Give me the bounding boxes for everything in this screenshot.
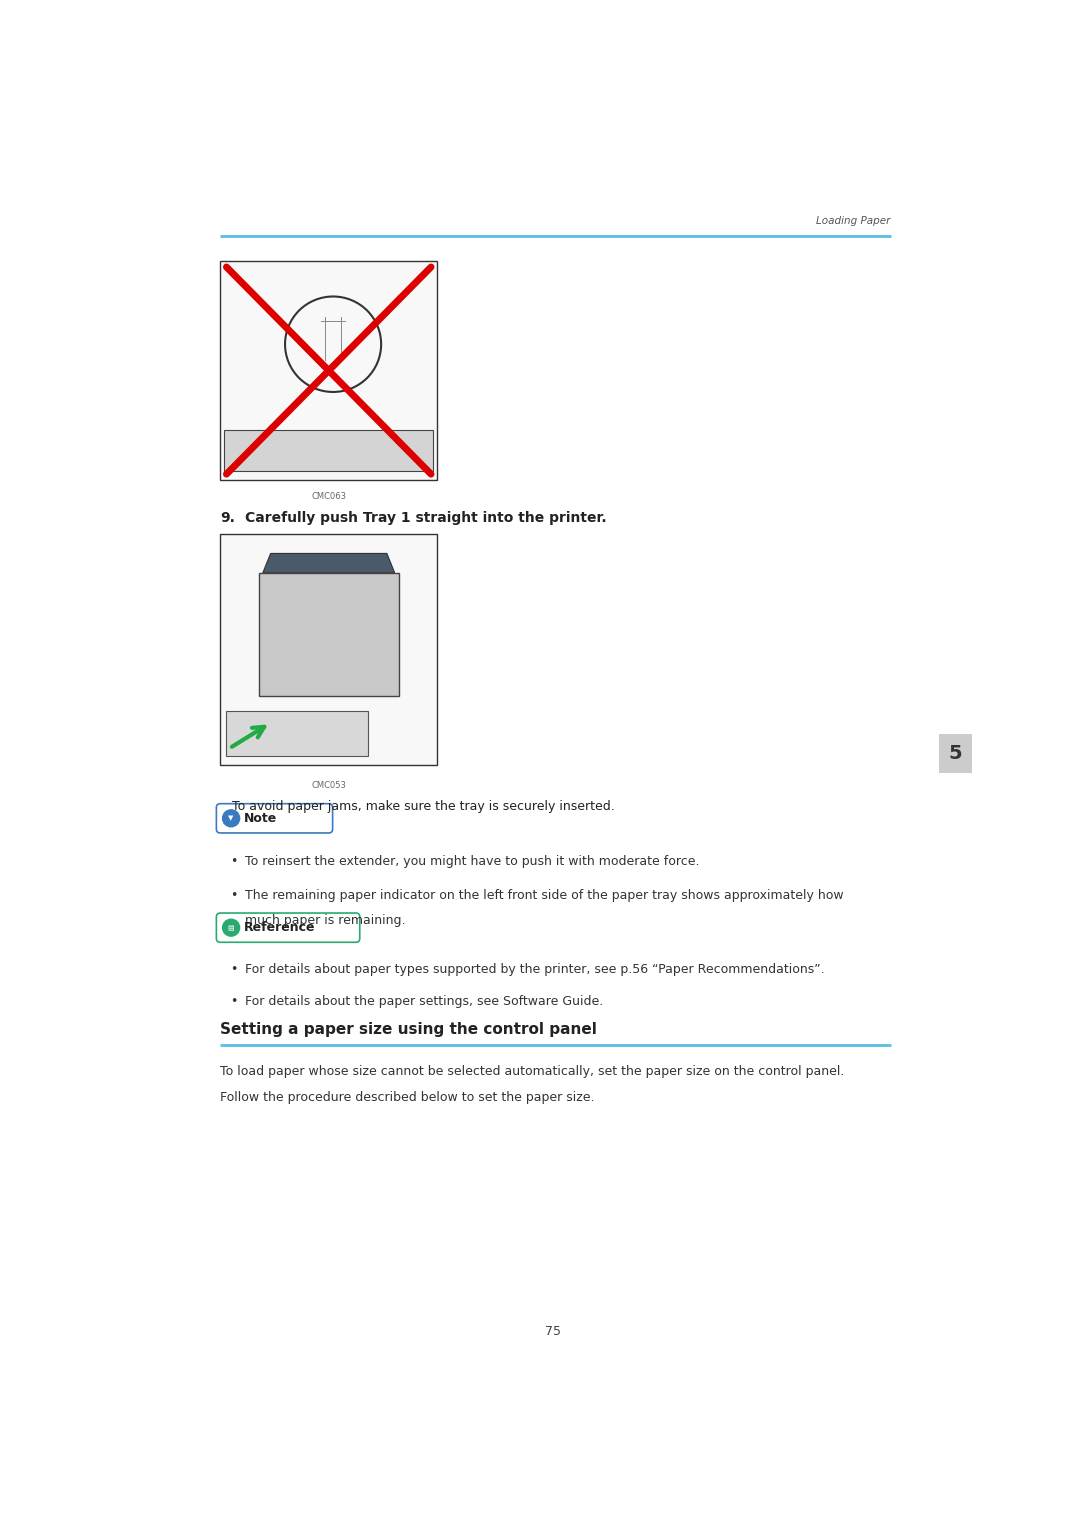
Text: ▼: ▼ bbox=[228, 815, 233, 821]
FancyBboxPatch shape bbox=[940, 734, 972, 772]
Text: To load paper whose size cannot be selected automatically, set the paper size on: To load paper whose size cannot be selec… bbox=[220, 1065, 845, 1079]
Text: For details about the paper settings, see Software Guide.: For details about the paper settings, se… bbox=[245, 996, 604, 1008]
Text: Carefully push Tray 1 straight into the printer.: Carefully push Tray 1 straight into the … bbox=[245, 512, 607, 525]
Circle shape bbox=[222, 810, 240, 827]
Text: •: • bbox=[230, 996, 238, 1008]
Text: much paper is remaining.: much paper is remaining. bbox=[245, 913, 406, 927]
Text: •: • bbox=[230, 889, 238, 902]
Text: Note: Note bbox=[243, 812, 276, 824]
Circle shape bbox=[222, 919, 240, 936]
Text: 75: 75 bbox=[545, 1325, 562, 1337]
Text: For details about paper types supported by the printer, see p.56 “Paper Recommen: For details about paper types supported … bbox=[245, 964, 825, 976]
Text: CMC053: CMC053 bbox=[311, 781, 347, 789]
FancyBboxPatch shape bbox=[259, 573, 399, 696]
Text: 9.: 9. bbox=[220, 512, 235, 525]
Text: Loading Paper: Loading Paper bbox=[816, 216, 891, 225]
FancyBboxPatch shape bbox=[220, 535, 437, 764]
Text: The remaining paper indicator on the left front side of the paper tray shows app: The remaining paper indicator on the lef… bbox=[245, 889, 843, 902]
Text: •: • bbox=[230, 855, 238, 869]
Text: Reference: Reference bbox=[243, 921, 315, 935]
Polygon shape bbox=[262, 553, 394, 573]
FancyBboxPatch shape bbox=[216, 913, 360, 942]
Polygon shape bbox=[225, 430, 433, 470]
Text: To avoid paper jams, make sure the tray is securely inserted.: To avoid paper jams, make sure the tray … bbox=[232, 800, 615, 813]
Text: ▤: ▤ bbox=[228, 925, 234, 930]
Text: To reinsert the extender, you might have to push it with moderate force.: To reinsert the extender, you might have… bbox=[245, 855, 700, 869]
Text: Follow the procedure described below to set the paper size.: Follow the procedure described below to … bbox=[220, 1091, 595, 1105]
FancyBboxPatch shape bbox=[216, 804, 333, 833]
Polygon shape bbox=[227, 711, 367, 755]
Text: •: • bbox=[230, 964, 238, 976]
Text: 5: 5 bbox=[949, 745, 962, 763]
FancyBboxPatch shape bbox=[220, 260, 437, 481]
Text: Setting a paper size using the control panel: Setting a paper size using the control p… bbox=[220, 1022, 597, 1037]
Text: CMC063: CMC063 bbox=[311, 492, 347, 501]
